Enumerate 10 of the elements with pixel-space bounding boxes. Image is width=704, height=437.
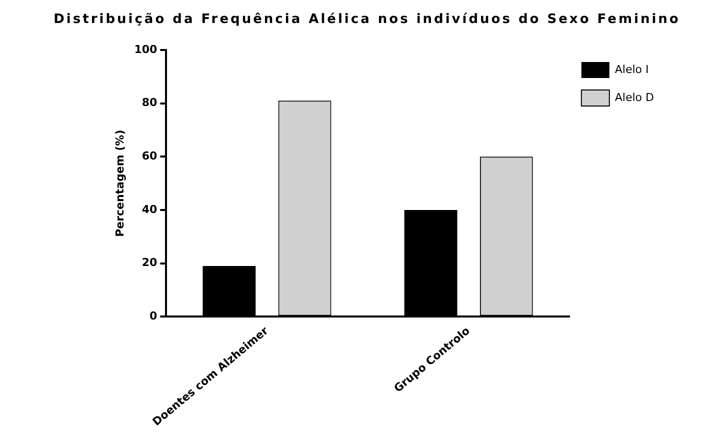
legend-label: Alelo D [614,90,654,104]
y-tick-label: 0 [150,310,158,323]
y-tick-label: 60 [142,150,158,163]
y-tick-label: 40 [142,202,158,216]
y-tick-label: 80 [142,96,158,110]
y-axis-title: Percentagem (%) [113,130,126,237]
legend-label: Alelo I [614,62,649,76]
chart-title: Distribuição da Frequência Alélica nos indivíduos do Sexo Feminino [52,12,682,27]
y-tick-label: 20 [142,256,158,270]
y-tick-label: 100 [134,42,158,56]
